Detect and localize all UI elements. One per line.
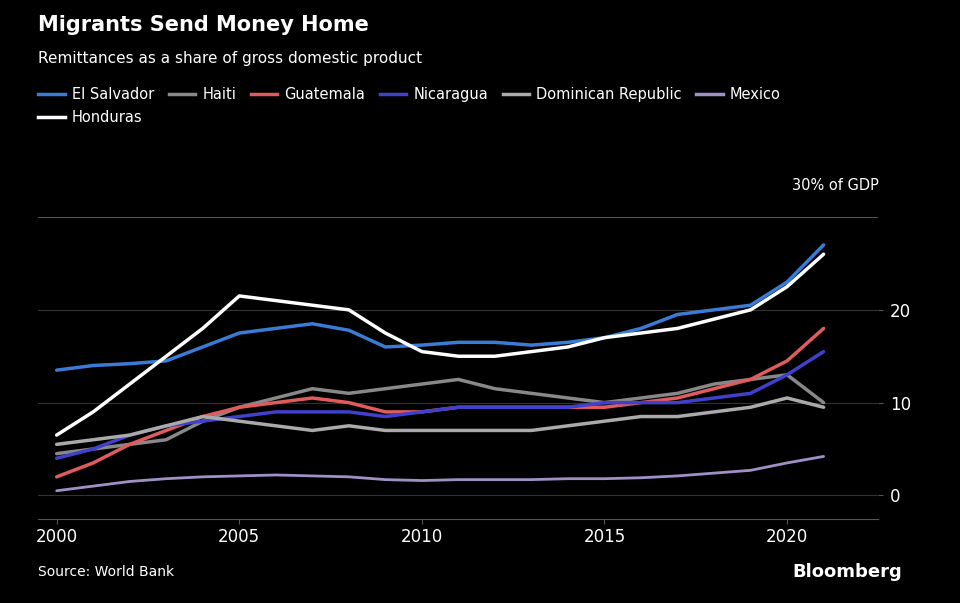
Text: 30% of GDP: 30% of GDP <box>792 178 878 193</box>
Text: Source: World Bank: Source: World Bank <box>38 565 175 579</box>
Text: Remittances as a share of gross domestic product: Remittances as a share of gross domestic… <box>38 51 422 66</box>
Text: Bloomberg: Bloomberg <box>792 563 902 581</box>
Legend: El Salvador, Honduras, Haiti, Guatemala, Nicaragua, Dominican Republic, Mexico: El Salvador, Honduras, Haiti, Guatemala,… <box>38 87 780 125</box>
Text: Migrants Send Money Home: Migrants Send Money Home <box>38 15 370 35</box>
